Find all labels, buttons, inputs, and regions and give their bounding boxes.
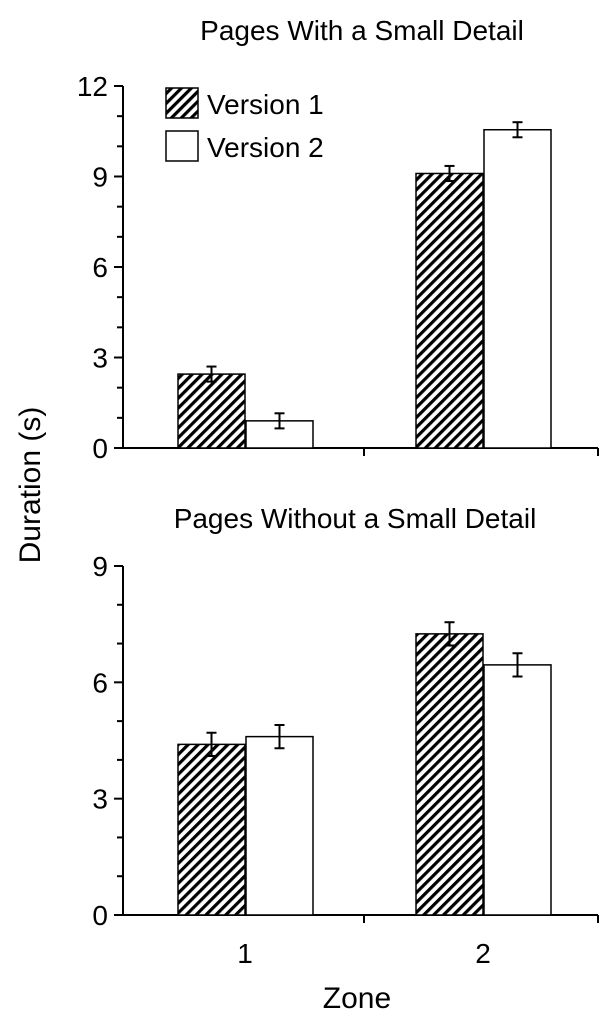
legend-swatch-version-1 [165, 87, 199, 119]
legend-swatch-version-2 [165, 130, 199, 162]
y-ticks: 0 3 6 9 12 [77, 71, 123, 464]
y-tick-label: 0 [92, 433, 108, 464]
y-tick-label: 6 [92, 252, 108, 283]
y-tick-label: 3 [92, 343, 108, 374]
y-tick-label: 12 [77, 71, 108, 102]
bar-version-1-zone-1 [177, 743, 246, 916]
legend-label-version-1: Version 1 [207, 89, 324, 120]
bars [177, 621, 552, 916]
bars [177, 121, 552, 449]
bar-version-1-zone-2 [415, 633, 484, 916]
bar-version-2-zone-2 [483, 128, 552, 449]
y-tick-label: 6 [92, 667, 108, 698]
legend: Version 1 Version 2 [165, 87, 324, 163]
chart-title: Pages Without a Small Detail [174, 503, 537, 534]
x-tick-label-zone-1: 1 [237, 938, 253, 969]
y-ticks: 0 3 6 9 [92, 551, 123, 931]
x-axis-label: Zone [323, 982, 391, 1015]
y-tick-label: 3 [92, 784, 108, 815]
y-tick-label: 9 [92, 551, 108, 582]
x-tick-label-zone-2: 2 [475, 938, 491, 969]
y-tick-label: 0 [92, 900, 108, 931]
bar-version-2-zone-2 [483, 664, 552, 916]
chart-title: Pages With a Small Detail [200, 15, 524, 46]
y-tick-label: 9 [92, 162, 108, 193]
bar-version-2-zone-1 [245, 735, 314, 916]
bar-version-1-zone-2 [415, 172, 484, 449]
legend-label-version-2: Version 2 [207, 132, 324, 163]
chart-panel-top: Pages With a Small Detail 0 3 6 9 12 Version… [77, 15, 599, 464]
y-axis-label: Duration (s) [14, 407, 47, 564]
bar-version-1-zone-1 [177, 373, 246, 449]
